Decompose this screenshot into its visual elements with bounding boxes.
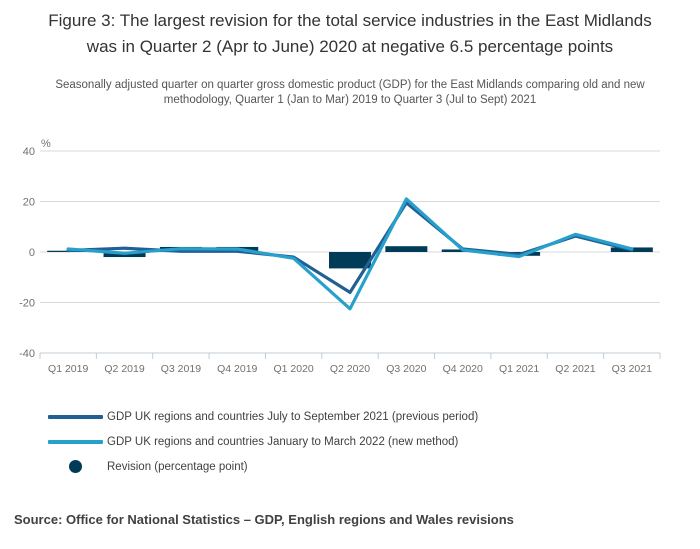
x-tick-label: Q2 2019	[104, 363, 144, 375]
x-tick-label: Q1 2021	[499, 363, 539, 375]
x-tick-label: Q1 2019	[48, 363, 88, 375]
legend-label-previous: GDP UK regions and countries July to Sep…	[107, 410, 479, 423]
legend-item-new: GDP UK regions and countries January to …	[48, 429, 648, 454]
line-series-new	[66, 197, 634, 311]
x-tick-label: Q3 2021	[612, 363, 652, 375]
x-tick-label: Q4 2020	[443, 363, 483, 375]
legend-item-previous: GDP UK regions and countries July to Sep…	[48, 404, 648, 429]
line-series-previous	[66, 201, 634, 294]
chart-canvas: % 40 20 0 -20 -40 Q1 2019 Q2 2019 Q3 2019 Q4 2019…	[19, 138, 661, 375]
y-tick-label: 40	[23, 146, 35, 158]
x-tick-label: Q2 2020	[330, 363, 370, 375]
y-axis-unit-label: %	[41, 138, 51, 150]
x-tick-label: Q1 2020	[273, 363, 313, 375]
gdp-revision-chart: % 40 20 0 -20 -40 Q1 2019 Q2 2019 Q3 2019 Q4 2019…	[0, 130, 700, 395]
source-line: Source: Office for National Statistics –…	[14, 512, 514, 527]
legend-item-revision: Revision (percentage point)	[48, 454, 648, 479]
line-swatch-previous-icon	[48, 414, 103, 419]
figure-subtitle: Seasonally adjusted quarter on quarter g…	[55, 79, 645, 106]
legend-label-revision: Revision (percentage point)	[107, 460, 248, 473]
x-tick-label: Q3 2019	[161, 363, 201, 375]
x-tick-label: Q4 2019	[217, 363, 257, 375]
y-tick-label: -40	[19, 348, 35, 360]
y-tick-label: 20	[23, 197, 35, 209]
chart-legend: GDP UK regions and countries July to Sep…	[48, 404, 648, 479]
revision-bar	[329, 252, 371, 269]
y-tick-label: -20	[19, 298, 35, 310]
line-swatch-new-icon	[48, 439, 103, 444]
revision-bar	[385, 246, 428, 252]
y-tick-label: 0	[29, 247, 35, 259]
x-tick-label: Q2 2021	[555, 363, 595, 375]
x-tick-label: Q3 2020	[386, 363, 426, 375]
legend-label-new: GDP UK regions and countries January to …	[107, 435, 459, 448]
revision-dot-icon	[69, 460, 82, 473]
figure-title: Figure 3: The largest revision for the t…	[48, 11, 652, 56]
